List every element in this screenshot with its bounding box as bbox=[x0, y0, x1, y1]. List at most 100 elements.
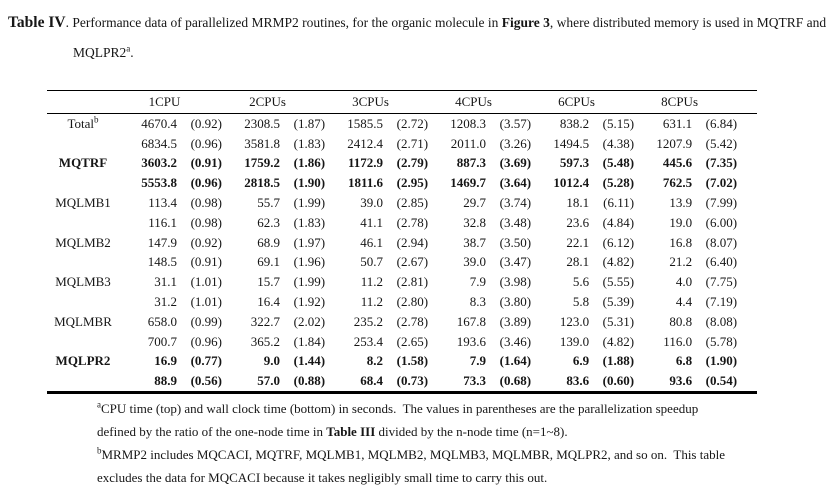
speedup-cell: (8.08) bbox=[705, 313, 738, 329]
row-spacer bbox=[737, 193, 757, 213]
value-cell: 19.0 bbox=[669, 214, 693, 230]
speedup-cell: (0.98) bbox=[190, 214, 223, 230]
value-cell: 1012.4 bbox=[553, 175, 590, 191]
value-cell: 31.2 bbox=[154, 294, 177, 310]
value-cell: 116.1 bbox=[148, 214, 177, 230]
speedup-cell: (1.83) bbox=[293, 214, 326, 230]
speedup-cell: (0.91) bbox=[190, 155, 223, 171]
speedup-cell: (3.89) bbox=[499, 313, 532, 329]
header-spacer bbox=[737, 90, 758, 114]
speedup-cell: (8.07) bbox=[705, 234, 738, 250]
value-cell: 6.8 bbox=[675, 353, 693, 369]
value-cell: 16.8 bbox=[669, 234, 693, 250]
value-cell: 68.4 bbox=[325, 371, 384, 395]
caption-line2: MQLPR2a. bbox=[8, 38, 834, 68]
speedup-cell: (5.28) bbox=[602, 175, 635, 191]
table-row-mqlmb2-wall: 148.5 (0.91) 69.1 (1.96) 50.7 (2.67) 39.0 (3.47… bbox=[47, 253, 757, 273]
row-label: MQLPR2 bbox=[55, 353, 111, 369]
value-cell: 116.0 bbox=[663, 333, 693, 349]
caption-line1: Table IV. Performance data of paralleliz… bbox=[8, 8, 834, 38]
value-cell: 28.1 bbox=[566, 254, 590, 270]
value-cell: 235.2 bbox=[353, 313, 384, 329]
speedup-cell: (6.00) bbox=[705, 214, 738, 230]
value-cell: 762.5 bbox=[662, 175, 693, 191]
value-cell: 7.9 bbox=[469, 353, 487, 369]
table-row-mqlpr2-cpu: MQLPR2 16.9 (0.77) 9.0 (1.44) 8.2 (1.58) 7.9 (1.… bbox=[47, 352, 757, 372]
value-cell: 8.3 bbox=[469, 294, 487, 310]
speedup-cell: (3.26) bbox=[499, 135, 532, 151]
value-cell: 1759.2 bbox=[244, 155, 281, 171]
speedup-cell: (0.92) bbox=[190, 115, 223, 131]
row-spacer bbox=[737, 213, 757, 233]
speedup-cell: (1.92) bbox=[293, 294, 326, 310]
speedup-cell: (3.98) bbox=[499, 274, 532, 290]
footnote-b-marker: b bbox=[97, 445, 102, 456]
speedup-cell: (0.96) bbox=[190, 333, 223, 349]
value-cell: 5553.8 bbox=[141, 175, 177, 191]
value-cell: 253.4 bbox=[353, 333, 384, 349]
footnote-a-line2: defined by the ratio of the one-node tim… bbox=[97, 420, 803, 443]
col-header-8cpus: 8CPUs bbox=[634, 90, 738, 114]
value-cell: 62.3 bbox=[257, 214, 281, 230]
caption-text: Performance data of parallelized MRMP2 r… bbox=[72, 15, 502, 30]
speedup-cell: (7.75) bbox=[705, 274, 738, 290]
value-cell: 6.9 bbox=[572, 353, 590, 369]
footnote-b-text1: MRMP2 includes MQCACI, MQTRF, MQLMB1, MQ… bbox=[101, 447, 726, 462]
value-cell: 322.7 bbox=[250, 313, 281, 329]
speedup-cell: (1.01) bbox=[190, 294, 223, 310]
speedup-cell: (1.58) bbox=[396, 353, 429, 369]
row-spacer bbox=[737, 134, 757, 154]
value-cell: 1208.3 bbox=[450, 115, 487, 131]
value-cell: 39.0 bbox=[360, 195, 384, 211]
value-cell: 1811.6 bbox=[347, 175, 384, 191]
speedup-cell: (0.88) bbox=[280, 371, 326, 395]
value-cell: 3603.2 bbox=[141, 155, 177, 171]
speedup-cell: (2.71) bbox=[396, 135, 429, 151]
speedup-cell: (1.01) bbox=[190, 274, 223, 290]
speedup-cell: (1.88) bbox=[602, 353, 635, 369]
value-cell: 365.2 bbox=[250, 333, 281, 349]
value-cell: 68.9 bbox=[257, 234, 281, 250]
value-cell: 2308.5 bbox=[244, 115, 281, 131]
value-cell: 4.4 bbox=[675, 294, 693, 310]
speedup-cell: (0.56) bbox=[177, 371, 223, 395]
table-row-mqlmb2-cpu: MQLMB2 147.9 (0.92) 68.9 (1.97) 46.1 (2.94) 38.… bbox=[47, 233, 757, 253]
speedup-cell: (2.78) bbox=[396, 214, 429, 230]
value-cell: 1207.9 bbox=[656, 135, 693, 151]
footnotes: aCPU time (top) and wall clock time (bot… bbox=[97, 397, 803, 489]
value-cell: 193.6 bbox=[456, 333, 487, 349]
speedup-cell: (0.92) bbox=[190, 234, 223, 250]
speedup-cell: (2.72) bbox=[396, 115, 429, 131]
table-row-total-cpu: Totalb 4670.4 (0.92) 2308.5 (1.87) 1585.5 (2.7… bbox=[47, 114, 757, 134]
col-header-3cpus: 3CPUs bbox=[325, 90, 429, 114]
speedup-cell: (5.78) bbox=[705, 333, 738, 349]
speedup-cell: (3.48) bbox=[499, 214, 532, 230]
value-cell: 6834.5 bbox=[141, 135, 177, 151]
value-cell: 4670.4 bbox=[141, 115, 177, 131]
header-row: 1CPU 2CPUs 3CPUs 4CPUs 6CPUs 8CPUs bbox=[47, 90, 758, 114]
speedup-cell: (1.64) bbox=[499, 353, 532, 369]
speedup-cell: (2.80) bbox=[396, 294, 429, 310]
table-row-mqlpr2-wall: 88.9 (0.56) 57.0 (0.88) 68.4 (0.73) 73.3 (0.68)… bbox=[47, 371, 758, 395]
table-row-mqlmb3-cpu: MQLMB3 31.1 (1.01) 15.7 (1.99) 11.2 (2.81) 7.9 (… bbox=[47, 272, 757, 292]
row-spacer bbox=[737, 371, 758, 395]
speedup-cell: (5.39) bbox=[602, 294, 635, 310]
speedup-cell: (3.80) bbox=[499, 294, 532, 310]
row-label bbox=[47, 213, 119, 233]
table-header: 1CPU 2CPUs 3CPUs 4CPUs 6CPUs 8CPUs bbox=[47, 90, 758, 114]
speedup-cell: (5.55) bbox=[602, 274, 635, 290]
row-label: Totalb bbox=[67, 114, 99, 131]
row-spacer bbox=[737, 253, 757, 273]
table-row-mqtrf-wall: 5553.8 (0.96) 2818.5 (1.90) 1811.6 (2.95) 1469… bbox=[47, 173, 757, 193]
value-cell: 31.1 bbox=[154, 274, 177, 290]
corner-cell bbox=[47, 90, 119, 114]
value-cell: 32.8 bbox=[463, 214, 487, 230]
value-cell: 69.1 bbox=[257, 254, 281, 270]
footnote-a-marker: a bbox=[97, 399, 101, 410]
speedup-cell: (5.48) bbox=[602, 155, 635, 171]
value-cell: 2011.0 bbox=[450, 135, 487, 151]
value-cell: 2412.4 bbox=[347, 135, 384, 151]
value-cell: 631.1 bbox=[662, 115, 693, 131]
row-spacer bbox=[737, 352, 757, 372]
speedup-cell: (2.79) bbox=[396, 155, 429, 171]
